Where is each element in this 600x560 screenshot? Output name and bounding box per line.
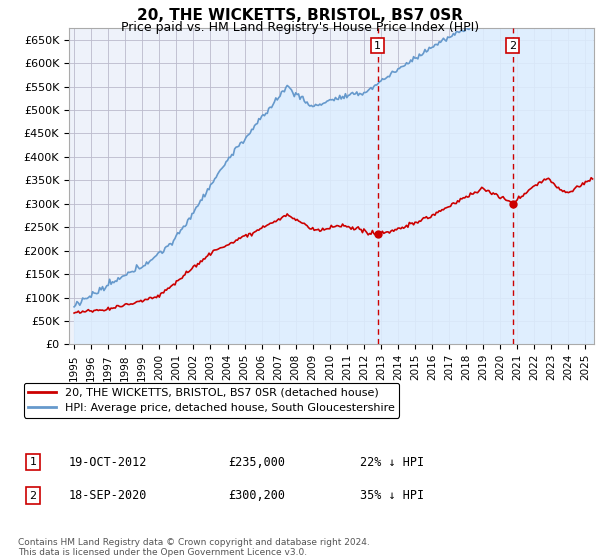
- Text: 2: 2: [29, 491, 37, 501]
- Text: 22% ↓ HPI: 22% ↓ HPI: [360, 455, 424, 469]
- Text: 18-SEP-2020: 18-SEP-2020: [69, 489, 148, 502]
- Text: 19-OCT-2012: 19-OCT-2012: [69, 455, 148, 469]
- Text: 1: 1: [29, 457, 37, 467]
- Text: £235,000: £235,000: [228, 455, 285, 469]
- Text: Price paid vs. HM Land Registry's House Price Index (HPI): Price paid vs. HM Land Registry's House …: [121, 21, 479, 34]
- Text: 20, THE WICKETTS, BRISTOL, BS7 0SR: 20, THE WICKETTS, BRISTOL, BS7 0SR: [137, 8, 463, 24]
- Legend: 20, THE WICKETTS, BRISTOL, BS7 0SR (detached house), HPI: Average price, detache: 20, THE WICKETTS, BRISTOL, BS7 0SR (deta…: [23, 383, 399, 418]
- Text: 2: 2: [509, 41, 516, 50]
- Text: 1: 1: [374, 41, 381, 50]
- Text: £300,200: £300,200: [228, 489, 285, 502]
- Text: Contains HM Land Registry data © Crown copyright and database right 2024.
This d: Contains HM Land Registry data © Crown c…: [18, 538, 370, 557]
- Text: 35% ↓ HPI: 35% ↓ HPI: [360, 489, 424, 502]
